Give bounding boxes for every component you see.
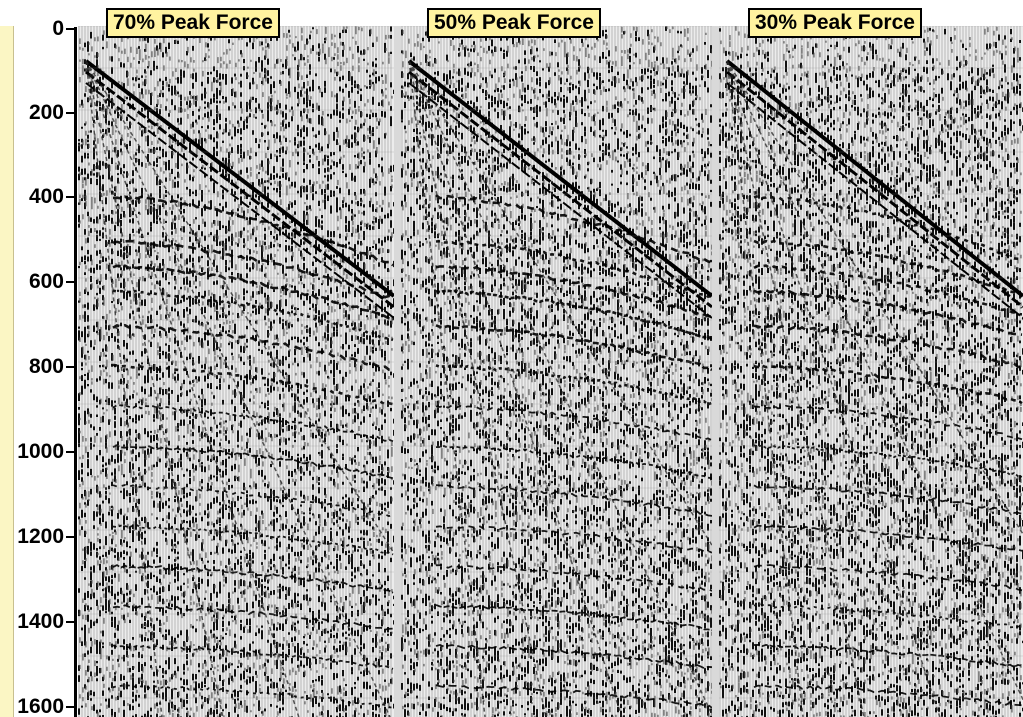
tick-label-200: 200 [28, 101, 64, 124]
seismic-panel-50 [401, 26, 712, 717]
tick-mark-200 [66, 112, 75, 114]
time-axis-strip [0, 26, 14, 717]
tick-mark-800 [66, 366, 75, 368]
tick-mark-1000 [66, 451, 75, 453]
tick-mark-400 [66, 196, 75, 198]
tick-label-1200: 1200 [17, 525, 64, 548]
panel-label-50: 50% Peak Force [427, 8, 601, 38]
panel-divider [712, 26, 719, 717]
panel-label-30: 30% Peak Force [748, 8, 922, 38]
tick-label-400: 400 [28, 185, 64, 208]
tick-mark-1200 [66, 536, 75, 538]
tick-label-0: 0 [52, 17, 64, 40]
tick-label-800: 800 [28, 355, 64, 378]
panel-label-70: 70% Peak Force [106, 8, 280, 38]
tick-mark-600 [66, 281, 75, 283]
time-axis-line [74, 27, 77, 717]
panel-divider [394, 26, 401, 717]
seismic-panel-30 [719, 26, 1023, 717]
tick-label-600: 600 [28, 270, 64, 293]
tick-mark-1600 [66, 706, 75, 708]
tick-mark-1400 [66, 621, 75, 623]
tick-mark-0 [66, 28, 75, 30]
tick-label-1600: 1600 [17, 695, 64, 717]
seismic-panel-70 [78, 26, 394, 717]
tick-label-1000: 1000 [17, 440, 64, 463]
tick-label-1400: 1400 [17, 610, 64, 633]
